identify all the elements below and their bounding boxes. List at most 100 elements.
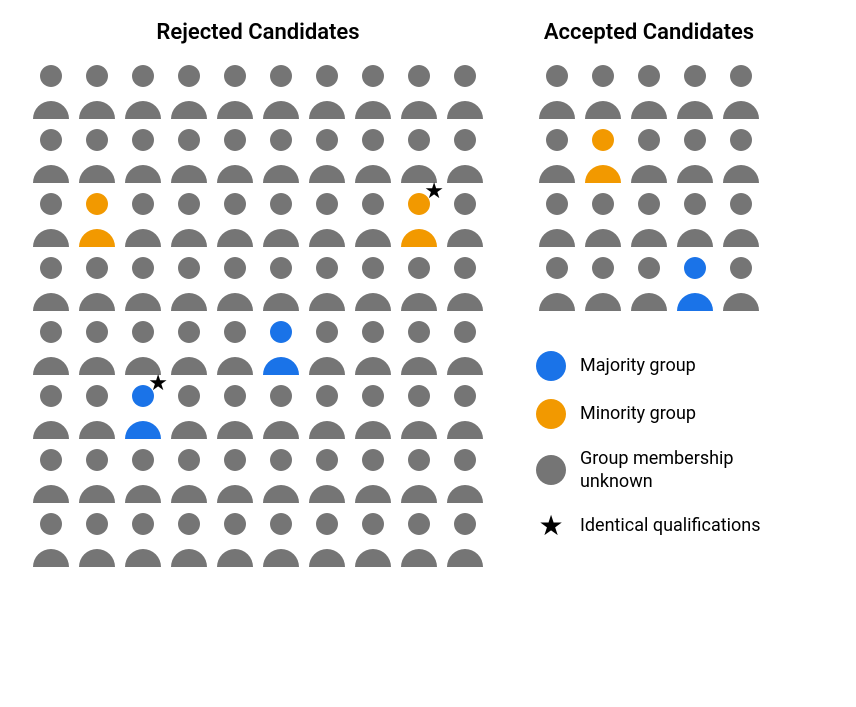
person-icon	[214, 447, 256, 503]
person-icon	[352, 319, 394, 375]
person-icon	[168, 447, 210, 503]
person-icon	[536, 255, 578, 311]
legend-unknown: Group membershipunknown	[536, 447, 762, 494]
person-icon	[260, 191, 302, 247]
person-icon	[720, 63, 762, 119]
legend-label: Group membershipunknown	[580, 447, 734, 494]
person-icon	[628, 255, 670, 311]
swatch-minority	[536, 399, 566, 429]
person-icon	[444, 191, 486, 247]
person-icon	[674, 255, 716, 311]
person-icon	[76, 383, 118, 439]
rejected-column: Rejected Candidates ★★	[30, 20, 486, 687]
person-icon	[444, 383, 486, 439]
person-icon	[398, 255, 440, 311]
rejected-grid: ★★	[30, 63, 486, 567]
person-icon	[76, 191, 118, 247]
person-icon	[260, 383, 302, 439]
person-icon	[444, 255, 486, 311]
legend-majority: Majority group	[536, 351, 762, 381]
person-icon	[444, 127, 486, 183]
person-icon	[168, 127, 210, 183]
person-icon	[398, 127, 440, 183]
person-icon	[582, 255, 624, 311]
person-icon	[306, 319, 348, 375]
person-icon	[214, 319, 256, 375]
legend: Majority group Minority group Group memb…	[536, 351, 762, 540]
person-icon	[168, 511, 210, 567]
person-icon	[260, 63, 302, 119]
person-icon	[582, 127, 624, 183]
rejected-title: Rejected Candidates	[30, 20, 486, 45]
person-icon	[122, 127, 164, 183]
person-icon	[720, 191, 762, 247]
person-icon	[306, 191, 348, 247]
person-icon	[168, 255, 210, 311]
person-icon	[30, 447, 72, 503]
person-icon	[76, 127, 118, 183]
person-icon	[398, 511, 440, 567]
person-icon	[30, 511, 72, 567]
person-icon	[260, 319, 302, 375]
person-icon	[582, 63, 624, 119]
person-icon	[398, 319, 440, 375]
swatch-unknown	[536, 455, 566, 485]
legend-minority: Minority group	[536, 399, 762, 429]
person-icon	[444, 511, 486, 567]
person-icon: ★	[398, 191, 440, 247]
person-icon	[352, 255, 394, 311]
star-icon: ★	[536, 512, 566, 540]
person-icon	[352, 63, 394, 119]
person-icon	[306, 511, 348, 567]
person-icon	[260, 511, 302, 567]
person-icon	[30, 383, 72, 439]
person-icon	[122, 63, 164, 119]
person-icon	[674, 191, 716, 247]
person-icon	[76, 511, 118, 567]
person-icon	[398, 63, 440, 119]
person-icon	[168, 319, 210, 375]
person-icon	[260, 447, 302, 503]
person-icon	[214, 255, 256, 311]
person-icon	[444, 319, 486, 375]
star-icon: ★	[424, 181, 444, 203]
person-icon	[306, 255, 348, 311]
person-icon	[30, 319, 72, 375]
person-icon	[628, 127, 670, 183]
person-icon	[122, 191, 164, 247]
accepted-grid	[536, 63, 762, 311]
person-icon	[628, 63, 670, 119]
person-icon	[352, 383, 394, 439]
accepted-title: Accepted Candidates	[536, 20, 762, 45]
person-icon	[260, 255, 302, 311]
legend-star: ★ Identical qualifications	[536, 512, 762, 540]
person-icon	[398, 447, 440, 503]
person-icon	[352, 191, 394, 247]
person-icon	[214, 191, 256, 247]
person-icon	[30, 63, 72, 119]
person-icon	[306, 63, 348, 119]
person-icon	[168, 191, 210, 247]
person-icon	[30, 255, 72, 311]
person-icon	[214, 63, 256, 119]
person-icon	[76, 319, 118, 375]
person-icon	[306, 127, 348, 183]
person-icon	[582, 191, 624, 247]
person-icon	[122, 319, 164, 375]
person-icon	[720, 127, 762, 183]
person-icon	[168, 383, 210, 439]
person-icon	[30, 191, 72, 247]
person-icon	[398, 383, 440, 439]
person-icon	[214, 383, 256, 439]
person-icon	[352, 511, 394, 567]
person-icon	[76, 63, 118, 119]
person-icon	[628, 191, 670, 247]
swatch-majority	[536, 351, 566, 381]
person-icon	[168, 63, 210, 119]
person-icon	[536, 191, 578, 247]
star-icon: ★	[148, 373, 168, 395]
person-icon	[76, 255, 118, 311]
person-icon	[214, 127, 256, 183]
person-icon	[122, 447, 164, 503]
person-icon	[536, 127, 578, 183]
